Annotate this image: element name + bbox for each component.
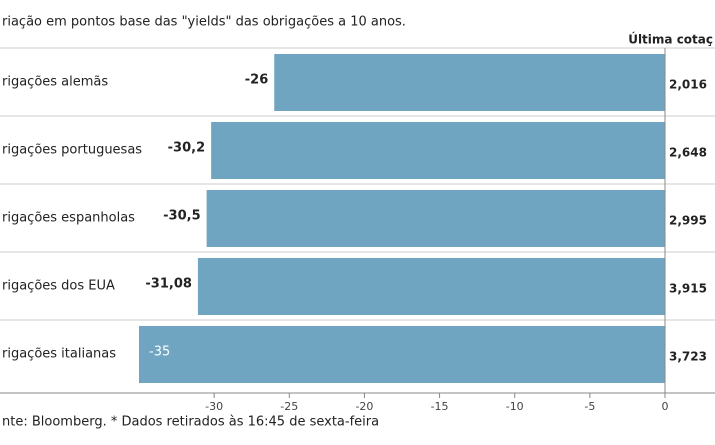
y-tick-label: rigações espanholas [2,211,135,226]
y-tick-label: rigações italianas [2,347,116,362]
x-tick-label: -15 [431,400,449,413]
quote-label: 2,016 [669,78,707,92]
quote-label: 3,723 [669,350,707,364]
quote-label: 2,648 [669,146,707,160]
value-label: -30,2 [168,141,205,156]
value-label: -35 [149,345,170,360]
x-tick-label: -30 [205,400,223,413]
y-tick-label: rigações portuguesas [2,143,142,158]
y-tick-label: rigações dos EUA [2,279,115,294]
x-tick-label: -25 [280,400,298,413]
value-label: -26 [245,73,269,88]
column-header: Última cotaç [628,32,713,47]
bar [211,122,665,179]
chart-title: riação em pontos base das "yields" das o… [2,15,406,30]
source-note: nte: Bloomberg. * Dados retirados às 16:… [2,415,379,430]
bar [197,258,666,315]
x-tick-label: -10 [506,400,524,413]
quote-label: 2,995 [669,214,707,228]
bar [206,190,665,247]
y-tick-label: rigações alemãs [2,75,108,90]
value-label: -31,08 [145,277,192,292]
x-tick-label: 0 [662,400,669,413]
x-tick-label: -20 [355,400,373,413]
x-tick-label: -5 [584,400,595,413]
value-label: -30,5 [163,209,200,224]
bar [139,326,665,383]
quote-label: 3,915 [669,282,707,296]
bar [274,54,665,111]
